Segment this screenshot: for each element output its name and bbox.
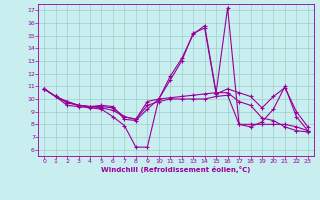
X-axis label: Windchill (Refroidissement éolien,°C): Windchill (Refroidissement éolien,°C) xyxy=(101,166,251,173)
